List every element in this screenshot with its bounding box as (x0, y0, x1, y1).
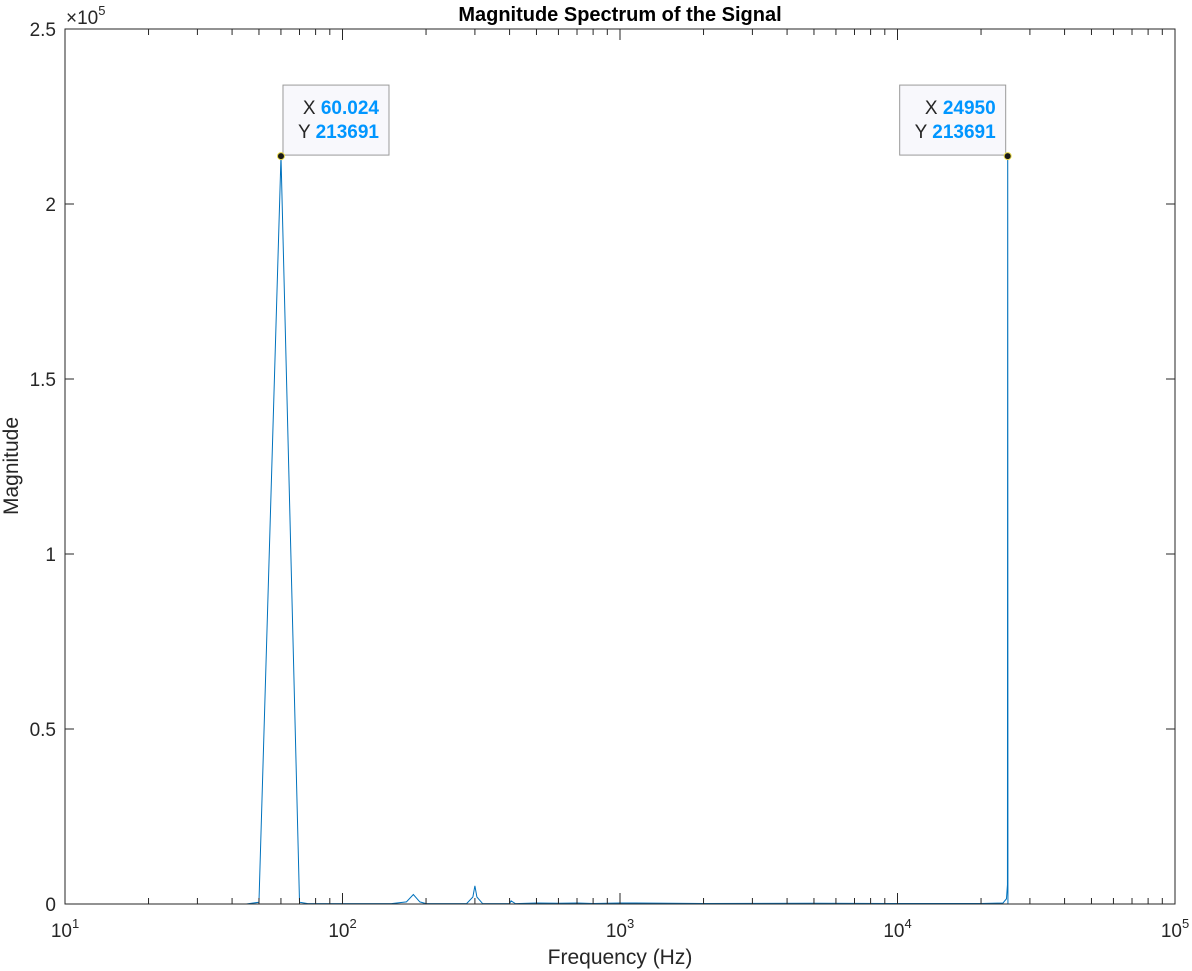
chart-title: Magnitude Spectrum of the Signal (458, 4, 781, 26)
x-tick-exponent: 3 (627, 916, 634, 931)
x-tick-exponent: 5 (1182, 916, 1189, 931)
y-tick-label: 0 (45, 895, 56, 916)
y-tick-label: 2.5 (30, 20, 56, 41)
y-tick-label: 2 (45, 195, 56, 216)
svg-text:×105: ×105 (66, 3, 105, 29)
datatip-marker[interactable] (1003, 152, 1012, 161)
y-tick-label: 1.5 (30, 370, 56, 391)
x-tick-exponent: 1 (72, 916, 79, 931)
x-tick-base: 10 (328, 921, 349, 942)
x-axis-label: Frequency (Hz) (548, 946, 693, 969)
datatip-y-row: Y 213691 (298, 122, 379, 143)
x-tick-label: 105 (1161, 916, 1189, 942)
x-tick-base: 10 (51, 921, 72, 942)
x-tick-base: 10 (883, 921, 904, 942)
x-tick-label: 103 (606, 916, 634, 942)
x-tick-label: 104 (883, 916, 911, 942)
x-tick-exponent: 4 (904, 916, 911, 931)
datatip-x-row: X 24950 (925, 98, 996, 119)
y-axis-label: Magnitude (0, 417, 23, 515)
datatip-x-key: X (303, 98, 321, 119)
x-tick-base: 10 (1161, 921, 1182, 942)
x-tick-label: 102 (328, 916, 356, 942)
y-exponent-power: 5 (98, 3, 105, 18)
plot-area (65, 29, 1175, 904)
x-tick-exponent: 2 (349, 916, 356, 931)
datatip-y-key: Y (915, 122, 933, 143)
y-exponent-label: ×105 (66, 3, 105, 29)
datatip-x-key: X (925, 98, 943, 119)
datatip-box (282, 84, 390, 156)
datatip-y-value: 213691 (316, 122, 380, 143)
y-tick-label: 1 (45, 545, 56, 566)
datatip-box (899, 84, 1007, 156)
x-tick-base: 10 (606, 921, 627, 942)
datatip[interactable]: X 24950 Y 213691 (899, 84, 1012, 161)
datatip-y-row: Y 213691 (915, 122, 996, 143)
x-tick-label: 101 (51, 916, 79, 942)
datatip-y-value: 213691 (932, 122, 996, 143)
datatip-x-value: 24950 (943, 98, 996, 119)
datatip-y-key: Y (298, 122, 316, 143)
datatip-marker[interactable] (276, 152, 285, 161)
y-exponent-base: ×10 (66, 8, 98, 29)
y-tick-label: 0.5 (30, 720, 56, 741)
datatip-x-value: 60.024 (321, 98, 380, 119)
datatip-x-row: X 60.024 (303, 98, 379, 119)
